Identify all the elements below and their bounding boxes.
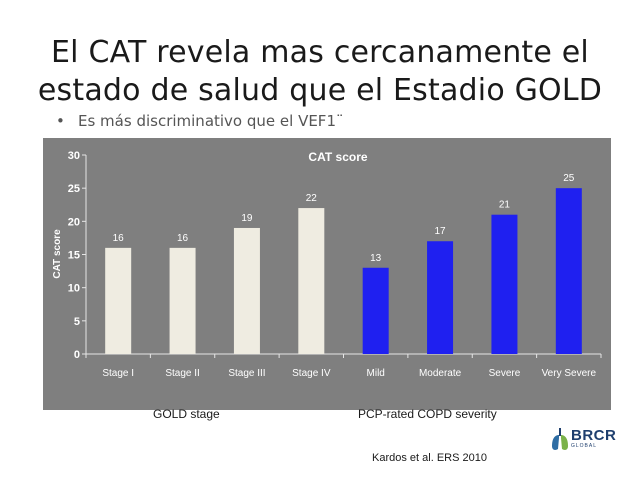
bar-very-severe	[555, 188, 582, 354]
bar-stage-iii	[233, 227, 260, 354]
x-tick-label: Stage I	[102, 368, 134, 379]
y-tick-label: 10	[68, 283, 80, 295]
data-label: 16	[113, 233, 125, 244]
bar-moderate	[427, 241, 454, 354]
y-tick-label: 20	[68, 216, 80, 228]
y-tick-label: 25	[68, 183, 80, 195]
logo-subtext: GLOBAL	[571, 443, 598, 449]
x-tick-label: Severe	[489, 368, 521, 379]
bar-stage-ii	[169, 247, 196, 354]
data-label: 17	[435, 226, 447, 237]
logo-text: BRCR	[571, 427, 617, 444]
bar-stage-iv	[298, 208, 325, 354]
citation: Kardos et al. ERS 2010	[372, 452, 487, 464]
data-label: 16	[177, 233, 189, 244]
bullet-item: • Es más discriminativo que el VEF1¨	[56, 112, 343, 130]
x-tick-label: Very Severe	[542, 368, 597, 379]
y-tick-label: 0	[74, 349, 80, 361]
data-label: 25	[563, 173, 575, 184]
cat-score-chart: 0 5 10 15 20 25 30 16 Stage I 16 Stage II 19 Stage I…	[43, 138, 611, 410]
data-label: 21	[499, 200, 511, 211]
x-tick-label: Stage IV	[292, 368, 331, 379]
brcr-logo: BRCR GLOBAL	[551, 427, 617, 453]
chart-svg: 0 5 10 15 20 25 30 16 Stage I 16 Stage II 19 Stage I…	[52, 150, 602, 379]
bullet-text: Es más discriminativo que el VEF1¨	[78, 112, 344, 130]
data-label: 22	[306, 193, 318, 204]
x-tick-label: Stage III	[228, 368, 265, 379]
data-label: 19	[241, 213, 253, 224]
bullet-marker: •	[56, 112, 65, 130]
bar-severe	[491, 214, 518, 354]
x-tick-label: Mild	[367, 368, 385, 379]
lungs-icon	[552, 428, 568, 450]
bar-stage-i	[105, 247, 132, 354]
copd-severity-group-label: PCP-rated COPD severity	[358, 407, 497, 421]
y-tick-label: 15	[68, 250, 80, 262]
y-tick-label: 5	[74, 316, 80, 328]
chart-title: CAT score	[308, 150, 367, 164]
bar-mild	[362, 267, 389, 354]
x-tick-label: Moderate	[419, 368, 462, 379]
slide-title: El CAT revela mas cercanamente el estado…	[37, 35, 603, 109]
x-tick-label: Stage II	[165, 368, 199, 379]
y-tick-label: 30	[68, 150, 80, 162]
data-label: 13	[370, 253, 382, 264]
gold-stage-group-label: GOLD stage	[153, 407, 220, 421]
y-axis-label: CAT score	[52, 229, 63, 279]
